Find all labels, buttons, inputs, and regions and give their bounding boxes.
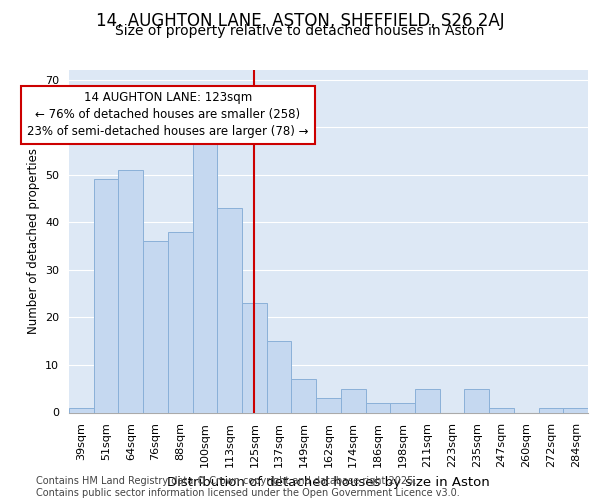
Bar bbox=[118, 170, 143, 412]
Bar bbox=[267, 341, 292, 412]
Bar bbox=[464, 388, 489, 412]
Bar bbox=[341, 388, 365, 412]
Text: 14, AUGHTON LANE, ASTON, SHEFFIELD, S26 2AJ: 14, AUGHTON LANE, ASTON, SHEFFIELD, S26 … bbox=[95, 12, 505, 30]
Bar bbox=[390, 403, 415, 412]
Bar bbox=[415, 388, 440, 412]
Bar bbox=[563, 408, 588, 412]
Bar bbox=[168, 232, 193, 412]
Bar bbox=[193, 142, 217, 412]
Text: 14 AUGHTON LANE: 123sqm
← 76% of detached houses are smaller (258)
23% of semi-d: 14 AUGHTON LANE: 123sqm ← 76% of detache… bbox=[27, 92, 308, 138]
Bar bbox=[365, 403, 390, 412]
Bar bbox=[489, 408, 514, 412]
Bar bbox=[69, 408, 94, 412]
X-axis label: Distribution of detached houses by size in Aston: Distribution of detached houses by size … bbox=[167, 476, 490, 488]
Bar bbox=[217, 208, 242, 412]
Bar bbox=[143, 242, 168, 412]
Bar bbox=[242, 303, 267, 412]
Text: Size of property relative to detached houses in Aston: Size of property relative to detached ho… bbox=[115, 24, 485, 38]
Bar bbox=[292, 379, 316, 412]
Text: Contains HM Land Registry data © Crown copyright and database right 2025.
Contai: Contains HM Land Registry data © Crown c… bbox=[36, 476, 460, 498]
Bar bbox=[94, 180, 118, 412]
Bar bbox=[539, 408, 563, 412]
Y-axis label: Number of detached properties: Number of detached properties bbox=[26, 148, 40, 334]
Bar bbox=[316, 398, 341, 412]
